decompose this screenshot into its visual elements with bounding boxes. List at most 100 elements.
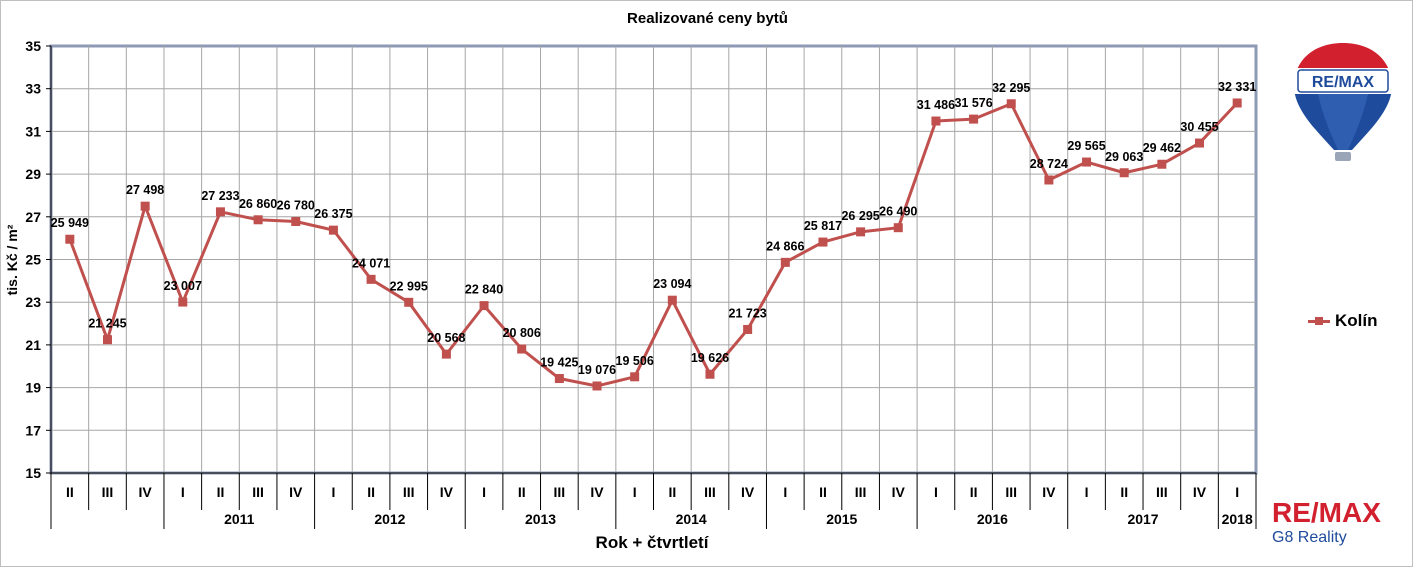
data-point (253, 215, 263, 225)
year-label: 2011 (224, 511, 255, 527)
data-point (969, 114, 979, 124)
data-label: 26 860 (239, 197, 277, 211)
x-tick-label: I (1235, 484, 1239, 500)
x-tick-label: II (1120, 484, 1128, 500)
balloon-logo-text: RE/MAX (1312, 74, 1375, 91)
y-tick-label: 25 (25, 252, 41, 268)
data-label: 23 007 (164, 279, 202, 293)
x-tick-label: II (66, 484, 74, 500)
x-tick-label: I (934, 484, 938, 500)
x-tick-label: III (855, 484, 867, 500)
data-label: 24 866 (766, 239, 804, 253)
data-label: 20 568 (427, 331, 465, 345)
data-point (517, 344, 527, 354)
data-point (65, 234, 75, 244)
data-point (441, 349, 451, 359)
x-tick-label: III (403, 484, 415, 500)
year-label: 2018 (1222, 511, 1253, 527)
data-point (893, 223, 903, 233)
data-point (1195, 138, 1205, 148)
x-tick-label: IV (440, 484, 454, 500)
data-label: 31 486 (917, 98, 955, 112)
x-tick-label: I (633, 484, 637, 500)
x-tick-label: I (181, 484, 185, 500)
data-point (1232, 98, 1242, 108)
year-label: 2017 (1127, 511, 1158, 527)
x-tick-label: II (217, 484, 225, 500)
data-point (404, 297, 414, 307)
y-tick-label: 35 (25, 38, 41, 54)
data-label: 21 245 (88, 317, 126, 331)
x-tick-label: IV (139, 484, 153, 500)
x-tick-label: II (970, 484, 978, 500)
legend-line-marker (1308, 316, 1330, 325)
data-point (931, 116, 941, 126)
data-label: 31 576 (954, 96, 992, 110)
data-point (178, 297, 188, 307)
x-tick-label: II (367, 484, 375, 500)
data-point (366, 274, 376, 284)
agency-name: G8 Reality (1272, 529, 1347, 546)
data-point (554, 374, 564, 384)
data-point (630, 372, 640, 382)
data-label: 19 506 (616, 354, 654, 368)
data-point (667, 295, 677, 305)
x-tick-label: I (1085, 484, 1089, 500)
x-tick-label: IV (1193, 484, 1207, 500)
legend-label-kolin: Kolín (1335, 311, 1378, 330)
data-label: 25 817 (804, 219, 842, 233)
data-point (102, 335, 112, 345)
x-tick-label: III (252, 484, 264, 500)
data-label: 22 840 (465, 283, 503, 297)
data-label: 28 724 (1030, 157, 1068, 171)
data-label: 24 071 (352, 256, 390, 270)
year-label: 2016 (977, 511, 1008, 527)
data-label: 20 806 (503, 326, 541, 340)
x-tick-label: II (518, 484, 526, 500)
data-label: 27 233 (201, 189, 239, 203)
data-point (291, 216, 301, 226)
x-tick-label: I (331, 484, 335, 500)
data-point (705, 369, 715, 379)
series-line-kolin (68, 101, 1239, 388)
data-point (215, 207, 225, 217)
data-label: 19 626 (691, 351, 729, 365)
x-tick-label: I (783, 484, 787, 500)
data-point (328, 225, 338, 235)
x-tick-label: IV (741, 484, 755, 500)
data-label: 30 455 (1180, 120, 1218, 134)
x-tick-label: III (1156, 484, 1168, 500)
x-tick-label: IV (892, 484, 906, 500)
chart-legend: Kolín (1308, 311, 1378, 331)
data-label: 27 498 (126, 183, 164, 197)
data-point (140, 201, 150, 211)
data-label: 29 462 (1143, 141, 1181, 155)
year-label: 2012 (374, 511, 405, 527)
y-tick-label: 19 (25, 380, 41, 396)
y-tick-label: 29 (25, 166, 41, 182)
x-tick-label: III (704, 484, 716, 500)
data-label: 26 295 (841, 209, 879, 223)
year-label: 2015 (826, 511, 857, 527)
year-label: 2013 (525, 511, 556, 527)
data-point (1082, 157, 1092, 167)
data-label: 21 723 (729, 306, 767, 320)
data-label: 23 094 (653, 277, 691, 291)
x-tick-label: I (482, 484, 486, 500)
x-tick-label: III (554, 484, 566, 500)
remax-balloon-logo: RE/MAX (1294, 43, 1392, 161)
data-point (1157, 159, 1167, 169)
y-tick-label: 17 (25, 422, 41, 438)
y-tick-label: 27 (25, 209, 41, 225)
data-label: 19 076 (578, 363, 616, 377)
data-point (479, 301, 489, 311)
y-tick-label: 33 (25, 81, 41, 97)
data-label: 22 995 (390, 279, 428, 293)
data-label: 29 565 (1067, 139, 1105, 153)
remax-brand-block: RE/MAX G8 Reality (1272, 498, 1404, 547)
chart-title: Realizované ceny bytů (627, 10, 788, 27)
data-point (818, 237, 828, 247)
data-label: 26 375 (314, 207, 352, 221)
